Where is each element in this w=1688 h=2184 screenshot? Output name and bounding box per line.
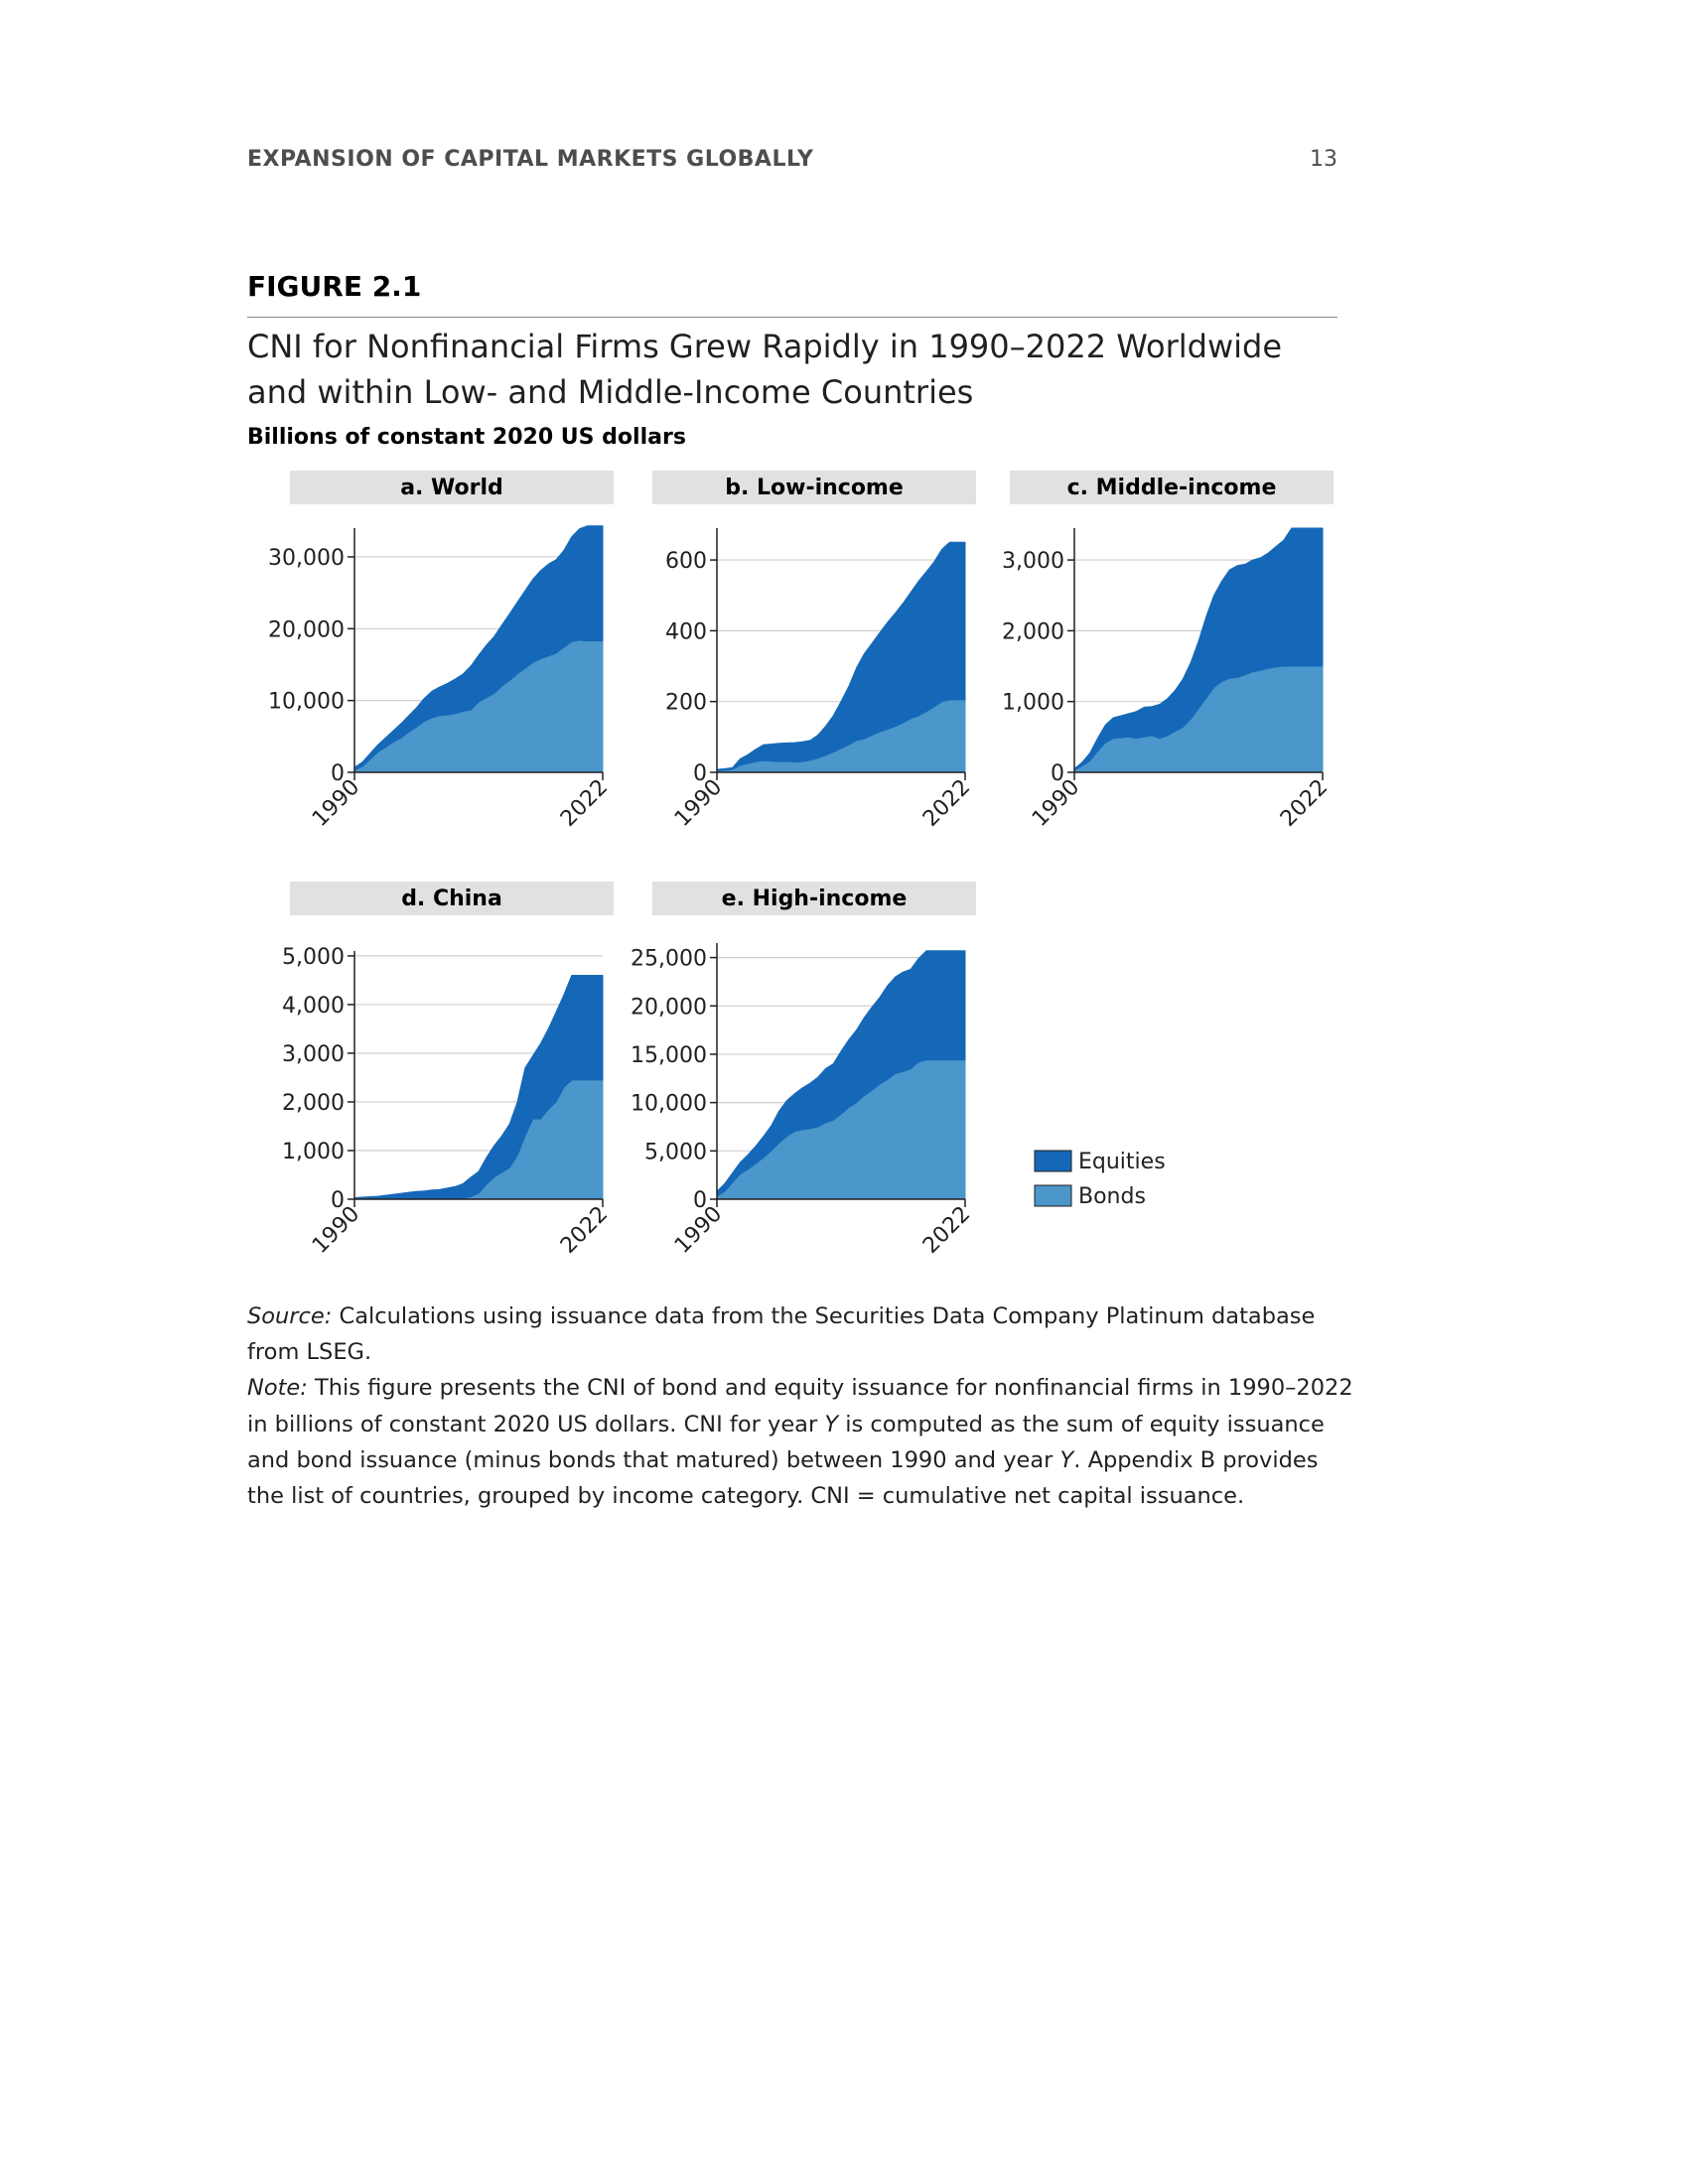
note-text-part-1: This figure presents the CNI of bond and…: [247, 1375, 1353, 1437]
panel-title: b. Low-income: [725, 476, 904, 500]
figure-label: FIGURE 2.1: [247, 270, 422, 303]
panel-title: c. Middle-income: [1067, 476, 1277, 500]
y-tick-label: 0: [693, 1188, 707, 1213]
y-tick-label: 3,000: [282, 1042, 345, 1067]
y-tick-label: 0: [693, 761, 707, 786]
equities-area: [716, 541, 966, 771]
y-tick-label: 2,000: [1002, 619, 1064, 644]
panel-title: e. High-income: [722, 887, 908, 911]
y-tick-label: 10,000: [268, 690, 345, 715]
source-note: Source: Calculations using issuance data…: [247, 1298, 1359, 1370]
y-tick-label: 10,000: [631, 1092, 707, 1117]
panel-title-background: [1010, 471, 1334, 504]
panel-title: a. World: [400, 476, 503, 500]
y-tick-label: 1,000: [1002, 691, 1064, 716]
x-tick-label: 2022: [918, 775, 975, 832]
y-tick-label: 20,000: [268, 617, 345, 642]
y-tick-label: 30,000: [268, 546, 345, 571]
note-text: Note: This figure presents the CNI of bo…: [247, 1370, 1359, 1514]
y-tick-label: 0: [331, 761, 345, 786]
figure-title: CNI for Nonfinancial Firms Grew Rapidly …: [247, 328, 1283, 411]
x-tick-label: 2022: [918, 1202, 975, 1259]
legend-swatch-equities: [1034, 1150, 1072, 1172]
figure-notes: Source: Calculations using issuance data…: [247, 1298, 1359, 1514]
y-tick-label: 0: [1051, 761, 1064, 786]
running-head: EXPANSION OF CAPITAL MARKETS GLOBALLY: [247, 147, 814, 172]
equities-area: [716, 950, 966, 1197]
equities-area: [1073, 527, 1324, 771]
note-variable-y: Y: [824, 1411, 839, 1437]
source-text: Calculations using issuance data from th…: [247, 1303, 1316, 1366]
panel-title-background: [652, 882, 976, 915]
y-tick-label: 1,000: [282, 1140, 345, 1164]
page-number: 13: [1310, 147, 1337, 172]
legend-swatch-bonds: [1034, 1184, 1072, 1207]
y-tick-label: 15,000: [631, 1043, 707, 1068]
y-tick-label: 600: [665, 549, 707, 574]
y-tick-label: 4,000: [282, 994, 345, 1019]
legend-label-bonds: Bonds: [1078, 1184, 1146, 1209]
note-variable-y-2: Y: [1059, 1446, 1074, 1473]
y-tick-label: 400: [665, 619, 707, 644]
y-tick-label: 3,000: [1002, 549, 1064, 574]
chart-legend: Equities Bonds: [1034, 1150, 1166, 1209]
legend-label-equities: Equities: [1078, 1150, 1166, 1174]
y-tick-label: 5,000: [644, 1140, 707, 1164]
equities-area: [353, 525, 604, 771]
x-tick-label: 2022: [556, 1202, 613, 1259]
panel-title-background: [290, 471, 614, 504]
x-tick-label: 2022: [556, 775, 613, 832]
note-label: Note:: [247, 1375, 308, 1402]
y-tick-label: 20,000: [631, 995, 707, 1020]
source-label: Source:: [247, 1303, 333, 1329]
note-text-part-3: . Appendix B provides the list of countr…: [247, 1446, 1319, 1510]
y-tick-label: 0: [331, 1188, 345, 1213]
chart-panel-5: e. High-income 0 5,000 10,000 15,000 20,000 25…: [631, 882, 976, 1259]
y-tick-label: 2,000: [282, 1091, 345, 1116]
panel-title: d. China: [401, 887, 502, 911]
y-tick-label: 25,000: [631, 947, 707, 972]
y-tick-label: 5,000: [282, 945, 345, 970]
panel-title-background: [652, 471, 976, 504]
x-tick-label: 2022: [1276, 775, 1333, 832]
panel-title-background: [290, 882, 614, 915]
note-text-part-2: is computed as the sum of equity issuanc…: [247, 1411, 1325, 1473]
figure-divider: [247, 317, 1337, 318]
y-tick-label: 200: [665, 691, 707, 716]
figure-unit-label: Billions of constant 2020 US dollars: [247, 425, 686, 450]
